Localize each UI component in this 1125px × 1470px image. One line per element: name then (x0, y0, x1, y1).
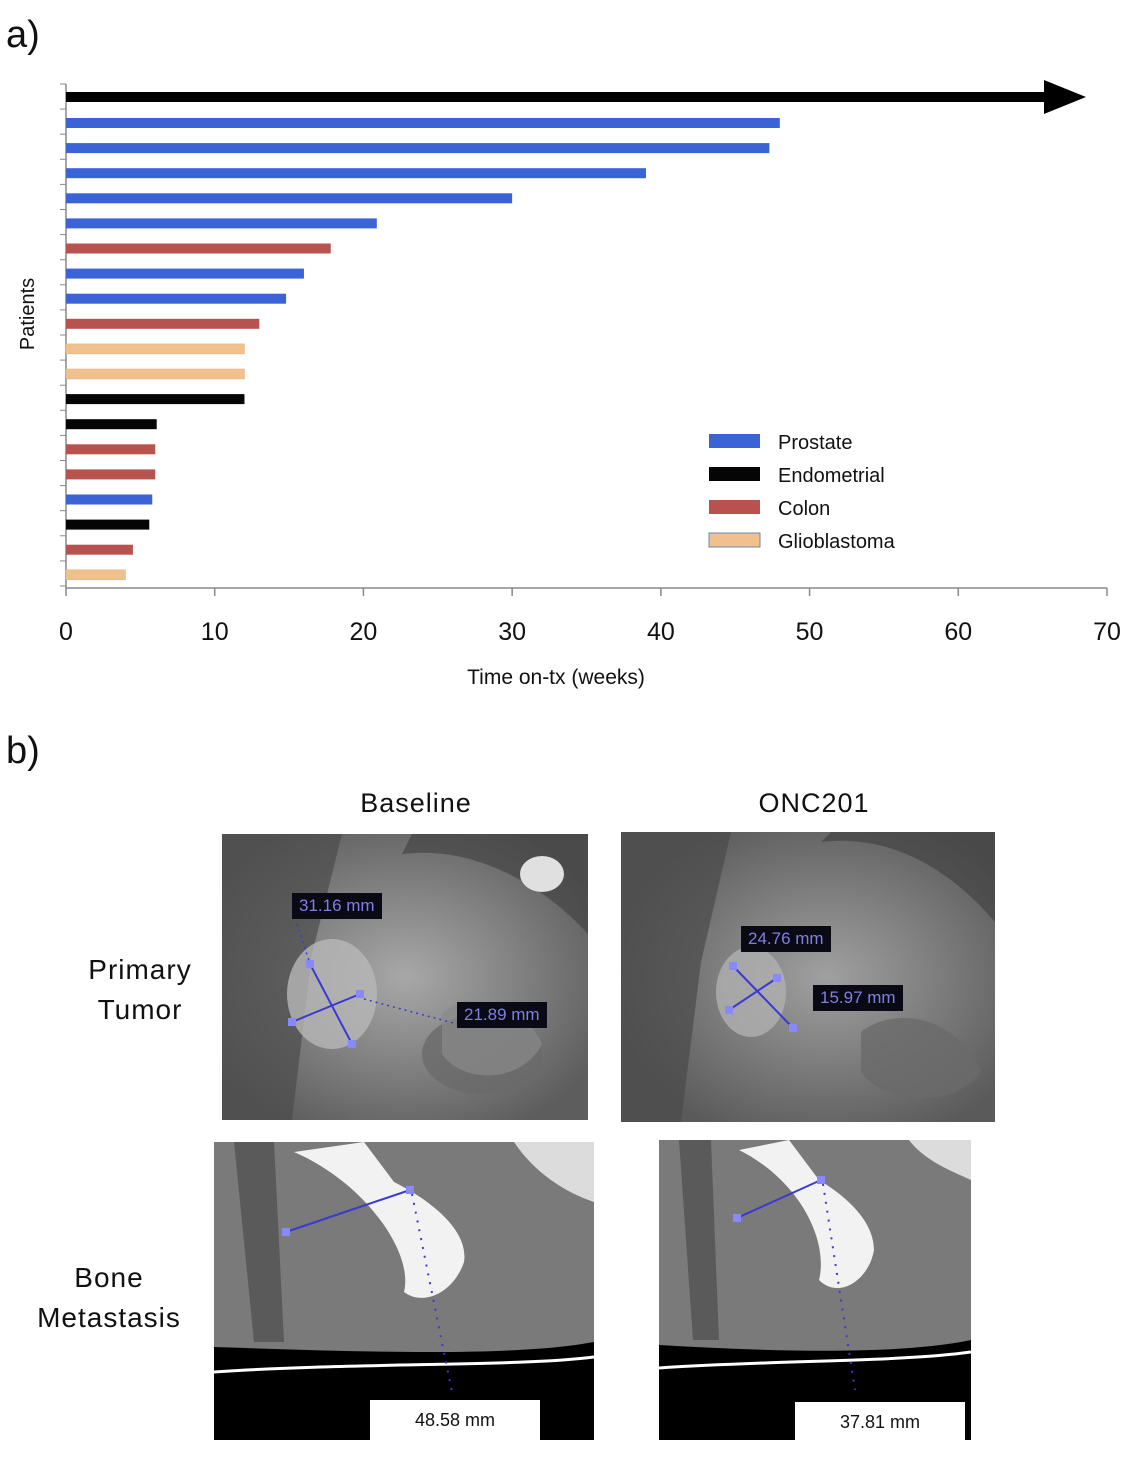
row-header-primary-tumor: Primary Tumor (60, 950, 220, 1030)
column-header-onc201: ONC201 (758, 788, 870, 818)
bar-prostate (66, 143, 770, 154)
x-tick-label: 20 (350, 618, 378, 646)
x-tick-label: 40 (647, 618, 675, 646)
ct-scan-primary-baseline: 31.16 mm 21.89 mm (222, 834, 588, 1120)
bar-glioblastoma (65, 569, 126, 581)
x-tick-label: 0 (59, 618, 73, 646)
x-tick-label: 60 (944, 618, 972, 646)
x-tick-label: 50 (796, 618, 824, 646)
bar-prostate (66, 293, 287, 304)
row-header-bone-line1: Bone (74, 1262, 144, 1293)
ct-scan-primary-onc201: 24.76 mm 15.97 mm (621, 832, 995, 1122)
row-header-primary-line1: Primary (88, 954, 192, 985)
ct-scan-bone-baseline: 48.58 mm (214, 1142, 594, 1440)
column-header-baseline: Baseline (360, 788, 472, 818)
x-tick-label: 10 (201, 618, 229, 646)
measurement-label: 24.76 mm (741, 926, 831, 952)
ct-scan-bone-onc201: 37.81 mm (659, 1140, 971, 1440)
bar-glioblastoma (65, 368, 245, 380)
bar-glioblastoma (65, 343, 245, 355)
bar-prostate (66, 193, 513, 204)
panel-b-label: b) (6, 730, 40, 772)
legend-swatch-endometrial (709, 467, 760, 481)
x-axis-label: Time on-tx (weeks) (467, 666, 645, 689)
measurement-label: 15.97 mm (813, 985, 903, 1011)
ongoing-arrow-head (1044, 80, 1086, 114)
swimmer-chart: 0 10 20 30 40 50 60 70 Time on-tx (weeks) Patient… (17, 80, 1121, 689)
x-tick-label: 70 (1093, 618, 1121, 646)
bar-colon (66, 469, 156, 480)
legend-swatch-colon (709, 500, 760, 514)
measurement-label: 48.58 mm (370, 1400, 540, 1440)
x-tick-label: 30 (498, 618, 526, 646)
row-header-bone-line2: Metastasis (37, 1302, 181, 1333)
y-axis-label: Patients (17, 278, 39, 350)
bar-prostate (66, 168, 646, 179)
bar-prostate (66, 218, 377, 229)
legend-label-colon: Colon (778, 498, 830, 520)
measurement-label: 31.16 mm (292, 893, 382, 919)
legend-label-prostate: Prostate (778, 432, 852, 454)
bar-colon (66, 318, 260, 329)
bar-endometrial (66, 419, 157, 430)
bar-colon (66, 544, 133, 555)
bar-colon (66, 243, 331, 254)
measurement-label: 37.81 mm (795, 1402, 965, 1440)
row-header-bone-metastasis: Bone Metastasis (14, 1258, 204, 1338)
panel-a-label: a) (6, 14, 40, 56)
legend-label-endometrial: Endometrial (778, 465, 885, 487)
bar-colon (66, 444, 156, 455)
legend-label-glioblastoma: Glioblastoma (778, 531, 896, 553)
bar-endometrial (66, 519, 150, 530)
bar-endometrial (66, 394, 245, 405)
bar-prostate (66, 494, 153, 505)
measurement-label: 21.89 mm (457, 1002, 547, 1028)
bar-prostate (66, 268, 304, 279)
legend-swatch-prostate (709, 434, 760, 448)
bar-prostate (66, 118, 780, 128)
row-header-primary-line2: Tumor (97, 994, 183, 1025)
legend-swatch-glioblastoma (708, 532, 761, 548)
